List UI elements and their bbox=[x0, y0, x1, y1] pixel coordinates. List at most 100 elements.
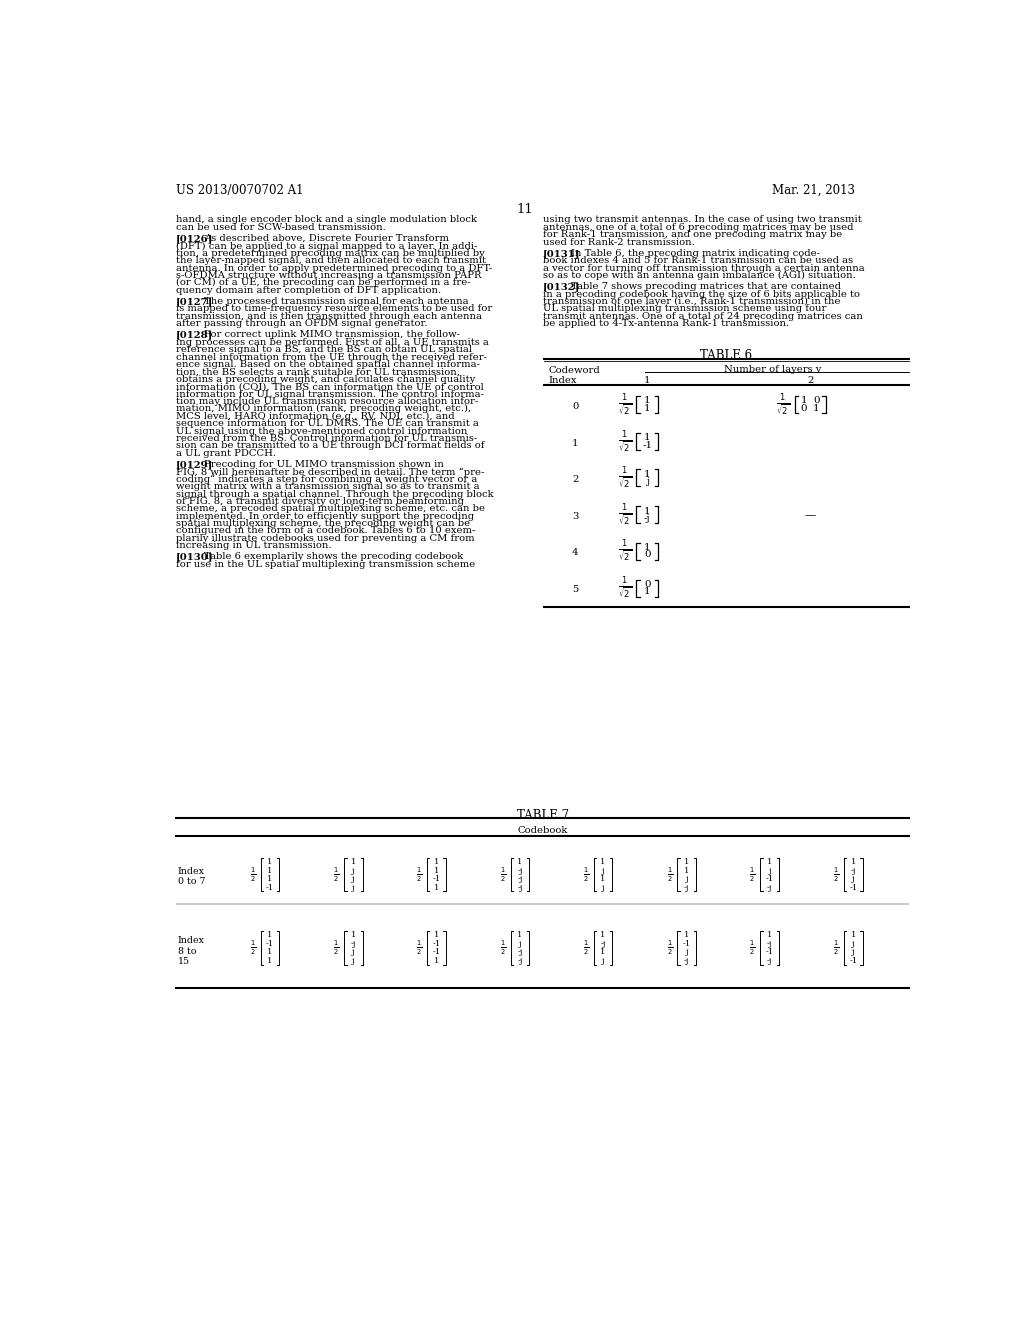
Text: -j: -j bbox=[517, 948, 523, 956]
Text: 1: 1 bbox=[517, 932, 523, 940]
Text: $\frac{1}{2}$: $\frac{1}{2}$ bbox=[500, 939, 506, 957]
Text: $\frac{1}{2}$: $\frac{1}{2}$ bbox=[667, 939, 673, 957]
Text: The processed transmission signal for each antenna: The processed transmission signal for ea… bbox=[204, 297, 469, 306]
Text: [0132]: [0132] bbox=[543, 282, 580, 292]
Text: 1: 1 bbox=[644, 470, 650, 479]
Text: 1: 1 bbox=[267, 858, 272, 866]
Text: j: j bbox=[352, 948, 355, 956]
Text: 1: 1 bbox=[434, 957, 439, 965]
Text: 1: 1 bbox=[600, 948, 606, 956]
Text: j: j bbox=[852, 948, 855, 956]
Text: -1: -1 bbox=[265, 883, 274, 891]
Text: TABLE 6: TABLE 6 bbox=[700, 350, 753, 363]
Text: j: j bbox=[852, 940, 855, 948]
Text: -j: -j bbox=[351, 940, 356, 948]
Text: transmission of one layer (i.e., Rank-1 transmission) in the: transmission of one layer (i.e., Rank-1 … bbox=[543, 297, 840, 306]
Text: 1: 1 bbox=[267, 957, 272, 965]
Text: 1: 1 bbox=[801, 396, 807, 405]
Text: Table 7 shows precoding matrices that are contained: Table 7 shows precoding matrices that ar… bbox=[570, 282, 841, 292]
Text: 4: 4 bbox=[572, 548, 579, 557]
Text: $\frac{1}{\sqrt{2}}$: $\frac{1}{\sqrt{2}}$ bbox=[776, 392, 790, 417]
Text: 1: 1 bbox=[572, 438, 579, 447]
Text: -j: -j bbox=[767, 957, 772, 965]
Text: transmit antennas. One of a total of 24 precoding matrices can: transmit antennas. One of a total of 24 … bbox=[543, 312, 862, 321]
Text: 1: 1 bbox=[684, 858, 689, 866]
Text: -j: -j bbox=[767, 883, 772, 891]
Text: MCS level, HARQ information (e.g., RV, NDI, etc.), and: MCS level, HARQ information (e.g., RV, N… bbox=[176, 412, 455, 421]
Text: 1: 1 bbox=[434, 858, 439, 866]
Text: -1: -1 bbox=[642, 441, 652, 450]
Text: -j: -j bbox=[517, 867, 523, 875]
Text: $\frac{1}{2}$: $\frac{1}{2}$ bbox=[500, 866, 506, 883]
Text: -j: -j bbox=[517, 875, 523, 883]
Text: 1: 1 bbox=[767, 858, 772, 866]
Text: for Rank-1 transmission, and one precoding matrix may be: for Rank-1 transmission, and one precodi… bbox=[543, 230, 842, 239]
Text: tion may include UL transmission resource allocation infor-: tion may include UL transmission resourc… bbox=[176, 397, 478, 407]
Text: $\frac{1}{2}$: $\frac{1}{2}$ bbox=[750, 866, 756, 883]
Text: sion can be transmitted to a UE through DCI format fields of: sion can be transmitted to a UE through … bbox=[176, 441, 484, 450]
Text: 2: 2 bbox=[572, 475, 579, 484]
Text: FIG. 8 will hereinafter be described in detail. The term “pre-: FIG. 8 will hereinafter be described in … bbox=[176, 467, 484, 477]
Text: a vector for turning off transmission through a certain antenna: a vector for turning off transmission th… bbox=[543, 264, 864, 273]
Text: configured in the form of a codebook. Tables 6 to 10 exem-: configured in the form of a codebook. Ta… bbox=[176, 527, 475, 536]
Text: j: j bbox=[352, 867, 355, 875]
Text: -1: -1 bbox=[849, 883, 857, 891]
Text: $\frac{1}{2}$: $\frac{1}{2}$ bbox=[834, 939, 840, 957]
Text: 1: 1 bbox=[267, 948, 272, 956]
Text: is mapped to time-frequency resource elements to be used for: is mapped to time-frequency resource ele… bbox=[176, 305, 493, 313]
Text: coding” indicates a step for combining a weight vector or a: coding” indicates a step for combining a… bbox=[176, 475, 477, 483]
Text: 1: 1 bbox=[644, 543, 650, 552]
Text: Table 6 exemplarily shows the precoding codebook: Table 6 exemplarily shows the precoding … bbox=[204, 553, 463, 561]
Text: US 2013/0070702 A1: US 2013/0070702 A1 bbox=[176, 183, 303, 197]
Text: j: j bbox=[602, 957, 604, 965]
Text: (DFT) can be applied to a signal mapped to a layer. In addi-: (DFT) can be applied to a signal mapped … bbox=[176, 242, 477, 251]
Text: 1: 1 bbox=[644, 433, 650, 442]
Text: j: j bbox=[852, 875, 855, 883]
Text: 2: 2 bbox=[807, 376, 813, 385]
Text: j: j bbox=[768, 867, 771, 875]
Text: can be used for SCW-based transmission.: can be used for SCW-based transmission. bbox=[176, 223, 386, 232]
Text: in a precoding codebook having the size of 6 bits applicable to: in a precoding codebook having the size … bbox=[543, 289, 859, 298]
Text: j: j bbox=[352, 875, 355, 883]
Text: [0128]: [0128] bbox=[176, 330, 213, 339]
Text: 11: 11 bbox=[516, 203, 534, 216]
Text: 0: 0 bbox=[572, 401, 579, 411]
Text: information (CQI). The BS can information the UE of control: information (CQI). The BS can informatio… bbox=[176, 383, 483, 391]
Text: 1: 1 bbox=[517, 858, 523, 866]
Text: Precoding for UL MIMO transmission shown in: Precoding for UL MIMO transmission shown… bbox=[204, 459, 443, 469]
Text: 0: 0 bbox=[801, 404, 807, 413]
Text: $\frac{1}{2}$: $\frac{1}{2}$ bbox=[583, 866, 589, 883]
Text: $\frac{1}{2}$: $\frac{1}{2}$ bbox=[250, 866, 256, 883]
Text: mation, MIMO information (rank, precoding weight, etc.),: mation, MIMO information (rank, precodin… bbox=[176, 404, 471, 413]
Text: quency domain after completion of DFT application.: quency domain after completion of DFT ap… bbox=[176, 285, 441, 294]
Text: $\frac{1}{2}$: $\frac{1}{2}$ bbox=[667, 866, 673, 883]
Text: transmission, and is then transmitted through each antenna: transmission, and is then transmitted th… bbox=[176, 312, 482, 321]
Text: 1: 1 bbox=[644, 507, 650, 516]
Text: book indexes 4 and 5 for Rank-1 transmission can be used as: book indexes 4 and 5 for Rank-1 transmis… bbox=[543, 256, 853, 265]
Text: 3: 3 bbox=[572, 512, 579, 521]
Text: -j: -j bbox=[600, 940, 606, 948]
Text: -j: -j bbox=[517, 957, 523, 965]
Text: 0: 0 bbox=[644, 579, 650, 589]
Text: 1: 1 bbox=[600, 858, 606, 866]
Text: $\frac{1}{2}$: $\frac{1}{2}$ bbox=[416, 939, 423, 957]
Text: so as to cope with an antenna gain imbalance (AGI) situation.: so as to cope with an antenna gain imbal… bbox=[543, 271, 855, 280]
Text: tion, the BS selects a rank suitable for UL transmission,: tion, the BS selects a rank suitable for… bbox=[176, 367, 460, 376]
Text: 1: 1 bbox=[851, 932, 856, 940]
Text: $\frac{1}{\sqrt{2}}$: $\frac{1}{\sqrt{2}}$ bbox=[618, 576, 633, 601]
Text: 1: 1 bbox=[644, 396, 650, 405]
Text: $\frac{1}{\sqrt{2}}$: $\frac{1}{\sqrt{2}}$ bbox=[618, 503, 633, 527]
Text: be applied to 4-Tx-antenna Rank-1 transmission.: be applied to 4-Tx-antenna Rank-1 transm… bbox=[543, 319, 788, 329]
Text: s-OFDMA structure without increasing a transmission PAPR: s-OFDMA structure without increasing a t… bbox=[176, 271, 481, 280]
Text: -1: -1 bbox=[766, 948, 774, 956]
Text: hand, a single encoder block and a single modulation block: hand, a single encoder block and a singl… bbox=[176, 215, 477, 224]
Text: 1: 1 bbox=[684, 867, 689, 875]
Text: signal through a spatial channel. Through the precoding block: signal through a spatial channel. Throug… bbox=[176, 490, 494, 499]
Text: information for UL signal transmission. The control informa-: information for UL signal transmission. … bbox=[176, 389, 484, 399]
Text: -j: -j bbox=[517, 883, 523, 891]
Text: 1: 1 bbox=[813, 404, 819, 413]
Text: 0: 0 bbox=[644, 550, 650, 560]
Text: 1: 1 bbox=[267, 875, 272, 883]
Text: after passing through an OFDM signal generator.: after passing through an OFDM signal gen… bbox=[176, 319, 427, 329]
Text: for use in the UL spatial multiplexing transmission scheme: for use in the UL spatial multiplexing t… bbox=[176, 560, 475, 569]
